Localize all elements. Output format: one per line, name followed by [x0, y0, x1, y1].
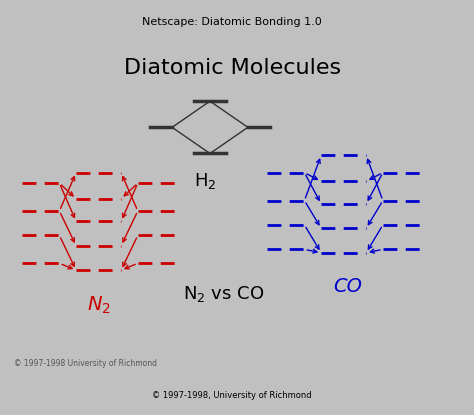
Text: © 1997-1998, University of Richmond: © 1997-1998, University of Richmond — [153, 391, 312, 400]
Text: Netscape: Diatomic Bonding 1.0: Netscape: Diatomic Bonding 1.0 — [142, 17, 322, 27]
Text: H$_2$: H$_2$ — [194, 171, 217, 191]
Text: © 1997-1998 University of Richmond: © 1997-1998 University of Richmond — [14, 359, 157, 368]
Text: CO: CO — [334, 277, 363, 296]
Text: N$_2$ vs CO: N$_2$ vs CO — [182, 284, 264, 304]
Text: N$_2$: N$_2$ — [87, 295, 110, 316]
Text: Diatomic Molecules: Diatomic Molecules — [124, 58, 341, 78]
